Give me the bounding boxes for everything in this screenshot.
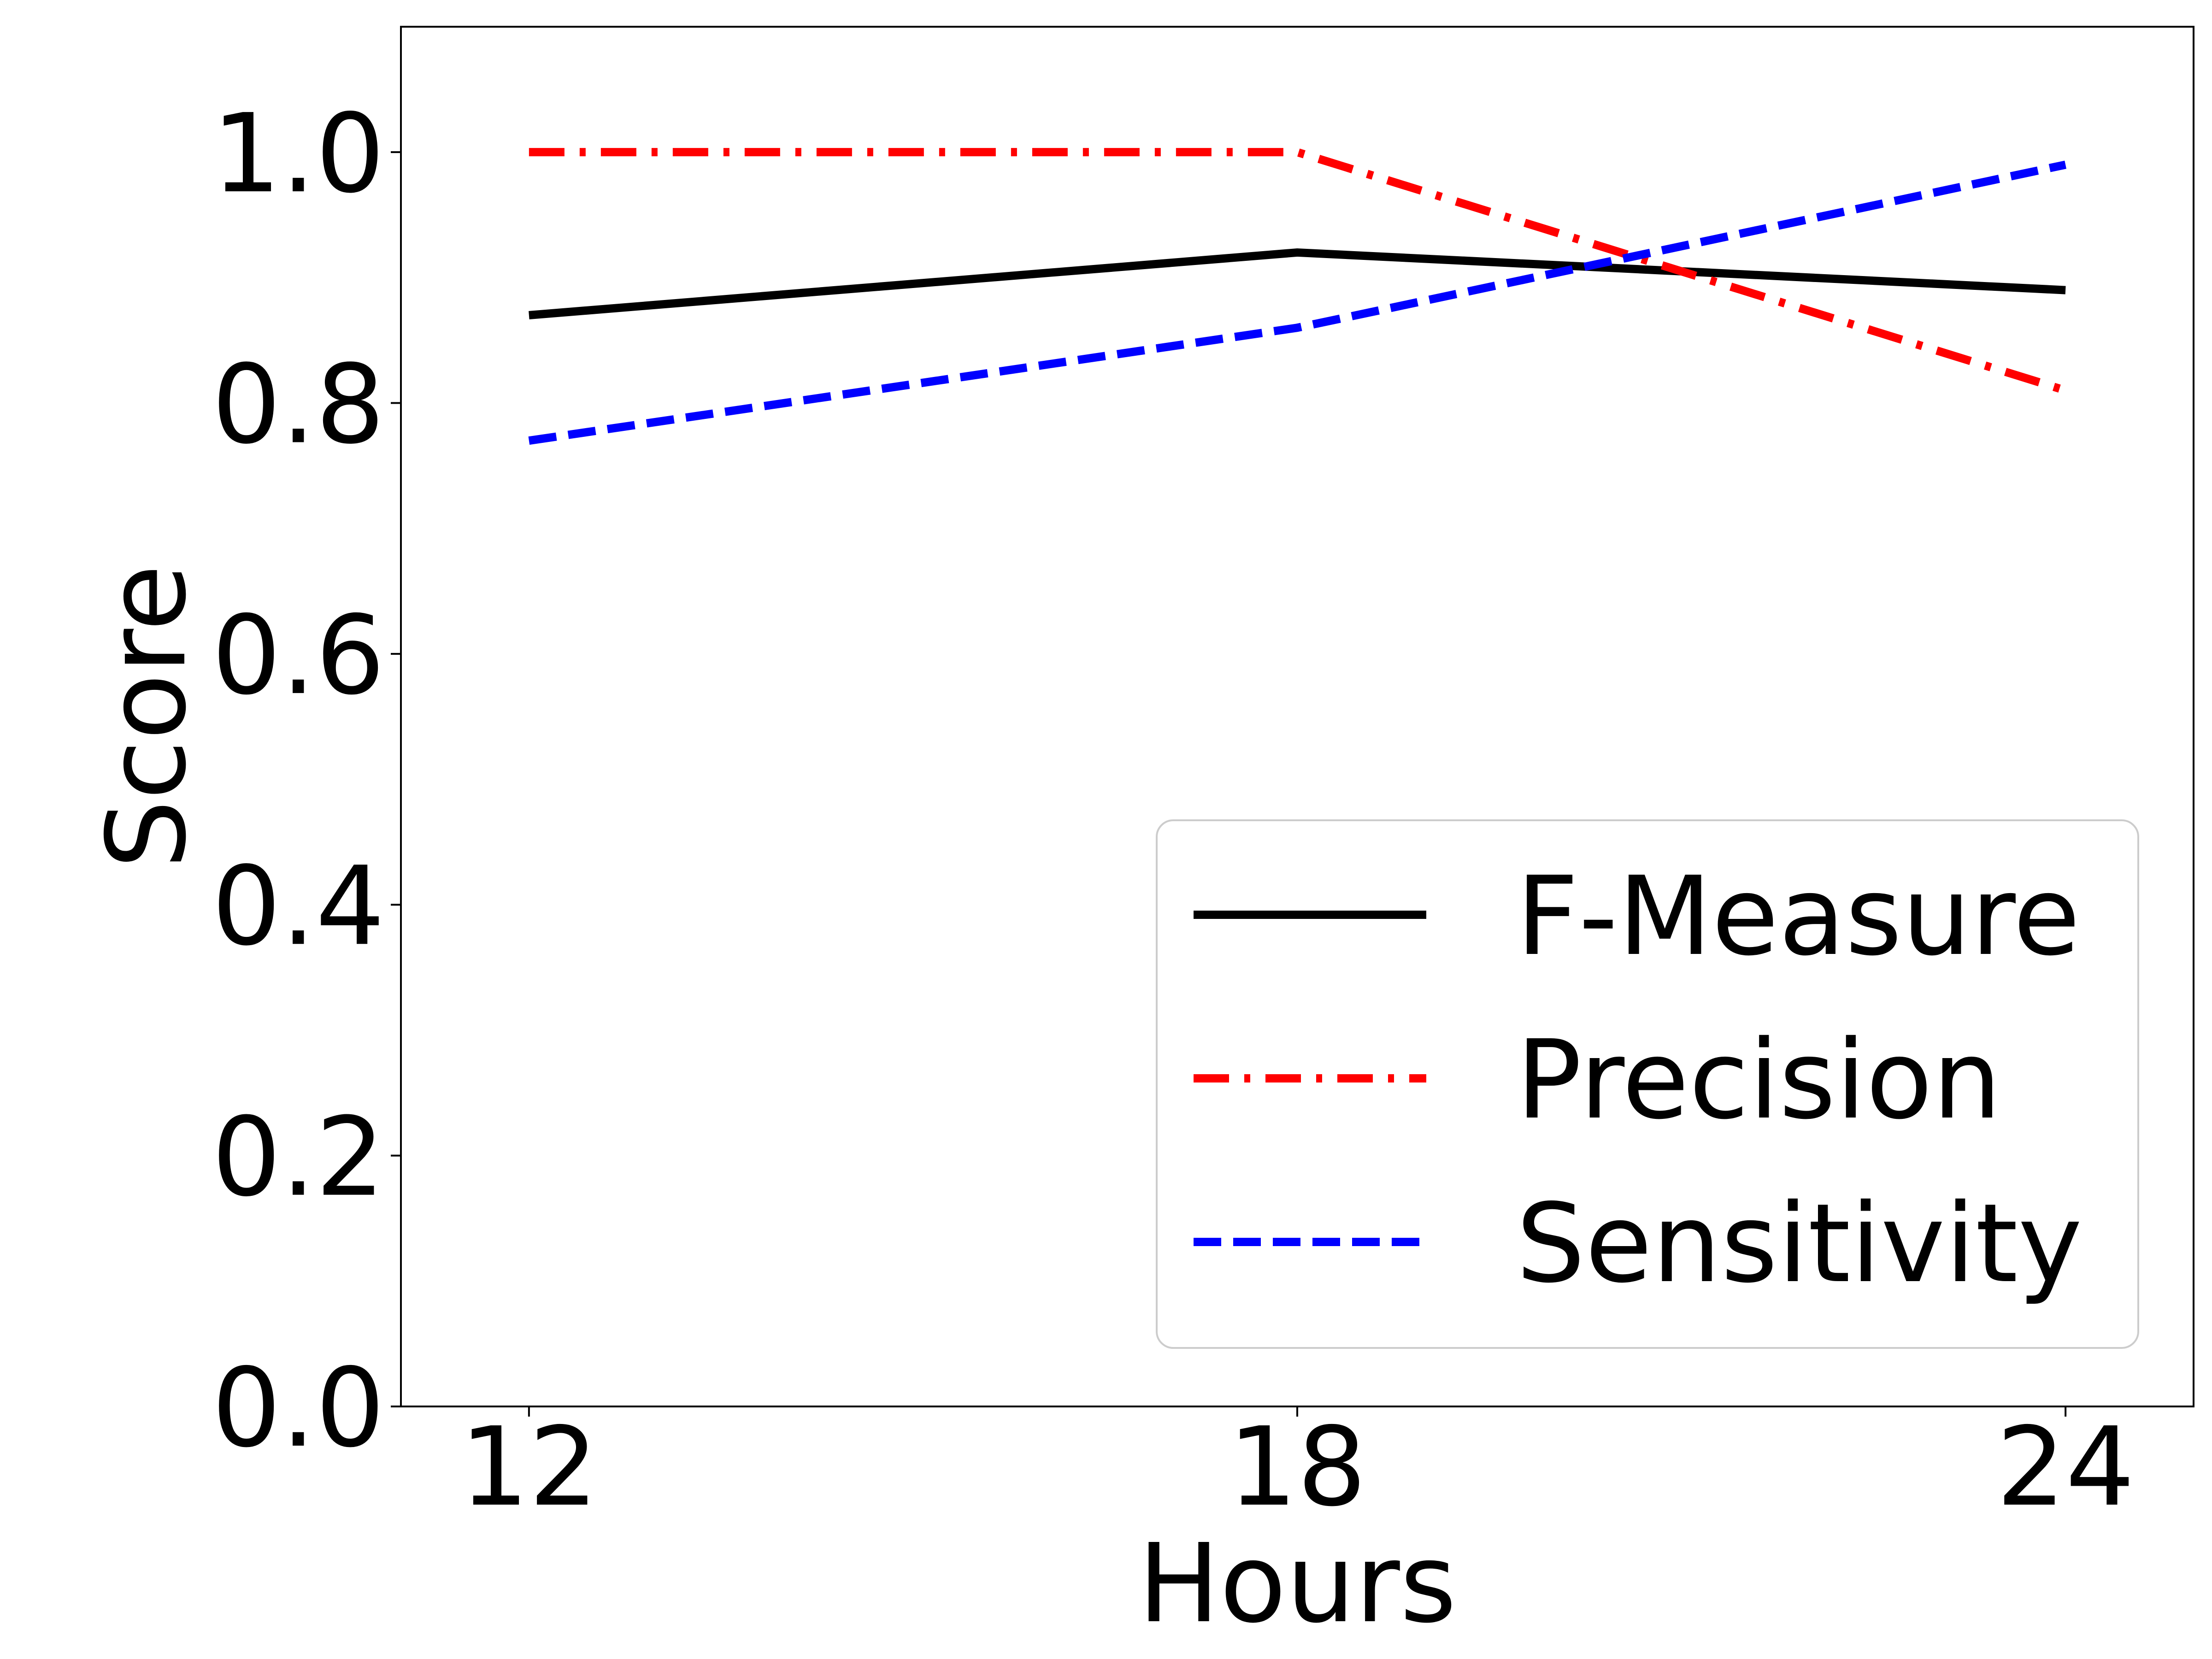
x-axis: 12 18 24 [460,1404,2135,1530]
y-axis-label: Score [83,565,210,869]
x-tick-label: 24 [1996,1404,2135,1530]
series-line-sensitivity [528,160,2067,445]
y-tick-label: 0.0 [212,1345,385,1471]
y-tick-label: 0.8 [212,341,385,468]
y-axis: 0.0 0.2 0.4 0.6 0.8 1.0 [212,90,401,1471]
y-tick-label: 1.0 [212,90,385,217]
x-tick-label: 12 [460,1404,598,1530]
series-line-precision [529,148,2067,394]
legend-label: F-Measure [1516,853,2080,980]
y-tick-label: 0.4 [212,843,385,970]
legend-label: Precision [1516,1017,2001,1143]
legend: F-Measure Precision Sensitivity [1156,819,2139,1349]
legend-label: Sensitivity [1516,1180,2083,1307]
legend-frame [1156,819,2139,1349]
y-tick-label: 0.2 [212,1094,385,1221]
x-tick-label: 18 [1228,1404,1366,1530]
series-layer [528,148,2067,445]
x-axis-label: Hours [1138,1520,1456,1647]
series-line-f-measure [529,248,2066,319]
y-tick-label: 0.6 [212,592,385,719]
